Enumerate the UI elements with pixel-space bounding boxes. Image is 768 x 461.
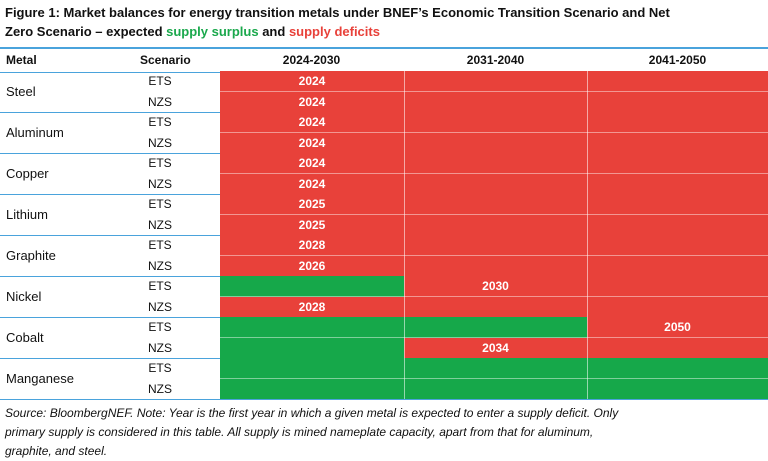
surplus-cell <box>220 378 404 399</box>
surplus-cell <box>220 358 404 379</box>
header-metal: Metal <box>6 53 37 67</box>
deficit-cell <box>404 214 587 235</box>
scenario-nzs: NZS <box>148 381 172 396</box>
deficit-cell <box>587 173 768 194</box>
scenario-ets: ETS <box>148 74 172 88</box>
deficit-cell <box>404 91 587 112</box>
deficit-start-year: 2024 <box>220 91 404 112</box>
metal-label-nickel: Nickel <box>6 288 42 304</box>
deficit-cell <box>404 112 587 133</box>
deficit-cell <box>587 255 768 276</box>
title-line-2: Zero Scenario – expected supply surplus … <box>5 22 765 41</box>
scenario-nzs: NZS <box>148 340 172 355</box>
scenario-ets: ETS <box>148 115 172 129</box>
deficit-start-year: 2024 <box>220 173 404 194</box>
deficit-start-year: 2024 <box>220 112 404 133</box>
deficit-cell <box>587 153 768 174</box>
surplus-cell <box>587 358 768 379</box>
deficit-start-year: 2050 <box>587 317 768 338</box>
source-line-3: graphite, and steel. <box>5 444 108 458</box>
metal-label-steel: Steel <box>6 83 36 99</box>
deficit-cell <box>404 71 587 92</box>
deficit-start-year: 2025 <box>220 214 404 235</box>
scenario-nzs: NZS <box>148 299 172 314</box>
deficit-start-year: 2034 <box>404 337 587 358</box>
metal-label-manganese: Manganese <box>6 370 74 386</box>
group-rule <box>0 316 220 318</box>
scenario-nzs: NZS <box>148 94 172 109</box>
surplus-cell <box>404 378 587 399</box>
deficit-cell <box>587 276 768 297</box>
scenario-ets: ETS <box>148 197 172 211</box>
deficit-cell <box>404 132 587 153</box>
metal-label-cobalt: Cobalt <box>6 329 44 345</box>
deficit-cell <box>587 296 768 317</box>
metal-label-aluminum: Aluminum <box>6 124 64 140</box>
group-rule <box>0 275 220 277</box>
deficit-start-year: 2030 <box>404 276 587 297</box>
deficit-cell <box>587 235 768 256</box>
deficit-start-year: 2024 <box>220 71 404 92</box>
title-line-1: Figure 1: Market balances for energy tra… <box>5 5 670 20</box>
scenario-nzs: NZS <box>148 135 172 150</box>
deficit-cell <box>587 71 768 92</box>
deficit-cell <box>404 173 587 194</box>
deficit-cell <box>404 255 587 276</box>
surplus-cell <box>404 358 587 379</box>
source-note: Source: BloombergNEF. Note: Year is the … <box>5 404 763 461</box>
header-2041-2050: 2041-2050 <box>648 53 707 67</box>
deficit-cell <box>404 153 587 174</box>
title-line-2-prefix: Zero Scenario – expected <box>5 24 167 39</box>
surplus-cell <box>220 337 404 358</box>
deficit-start-year: 2028 <box>220 235 404 256</box>
scenario-ets: ETS <box>148 279 172 293</box>
group-rule <box>0 152 220 154</box>
metal-label-lithium: Lithium <box>6 206 48 222</box>
group-rule <box>0 111 220 113</box>
deficit-cell <box>587 112 768 133</box>
scenario-ets: ETS <box>148 320 172 334</box>
surplus-cell <box>404 317 587 338</box>
scenario-nzs: NZS <box>148 176 172 191</box>
scenario-ets: ETS <box>148 361 172 375</box>
deficit-start-year: 2025 <box>220 194 404 215</box>
scenario-ets: ETS <box>148 156 172 170</box>
source-line-2: primary supply is considered in this tab… <box>5 425 594 439</box>
deficit-cell <box>587 194 768 215</box>
header-scenario: Scenario <box>140 53 191 67</box>
group-rule <box>0 357 220 359</box>
figure-title: Figure 1: Market balances for energy tra… <box>5 3 765 41</box>
table-header: Metal Scenario 2024-2030 2031-2040 2041-… <box>0 47 768 73</box>
deficit-start-year: 2026 <box>220 255 404 276</box>
deficit-cell <box>587 91 768 112</box>
column-separator <box>404 71 405 399</box>
title-surplus-label: supply surplus <box>166 24 259 39</box>
scenario-nzs: NZS <box>148 258 172 273</box>
table-bottom-rule <box>0 399 768 400</box>
title-deficits-label: supply deficits <box>288 24 380 39</box>
surplus-cell <box>220 317 404 338</box>
source-line-1: Source: BloombergNEF. Note: Year is the … <box>5 406 619 420</box>
scenario-ets: ETS <box>148 238 172 252</box>
deficit-cell <box>404 235 587 256</box>
metal-label-graphite: Graphite <box>6 247 56 263</box>
group-rule <box>0 193 220 195</box>
header-2024-2030: 2024-2030 <box>282 53 341 67</box>
header-2031-2040: 2031-2040 <box>466 53 525 67</box>
deficit-start-year: 2028 <box>220 296 404 317</box>
group-rule <box>0 234 220 236</box>
deficit-cell <box>587 337 768 358</box>
title-and: and <box>258 24 289 39</box>
deficit-cell <box>587 132 768 153</box>
deficit-cell <box>587 214 768 235</box>
metal-label-copper: Copper <box>6 165 49 181</box>
deficit-cell <box>404 296 587 317</box>
column-separator <box>587 71 588 399</box>
deficit-start-year: 2024 <box>220 132 404 153</box>
scenario-nzs: NZS <box>148 217 172 232</box>
surplus-cell <box>220 276 404 297</box>
deficit-cell <box>404 194 587 215</box>
deficit-start-year: 2024 <box>220 153 404 174</box>
surplus-cell <box>587 378 768 399</box>
